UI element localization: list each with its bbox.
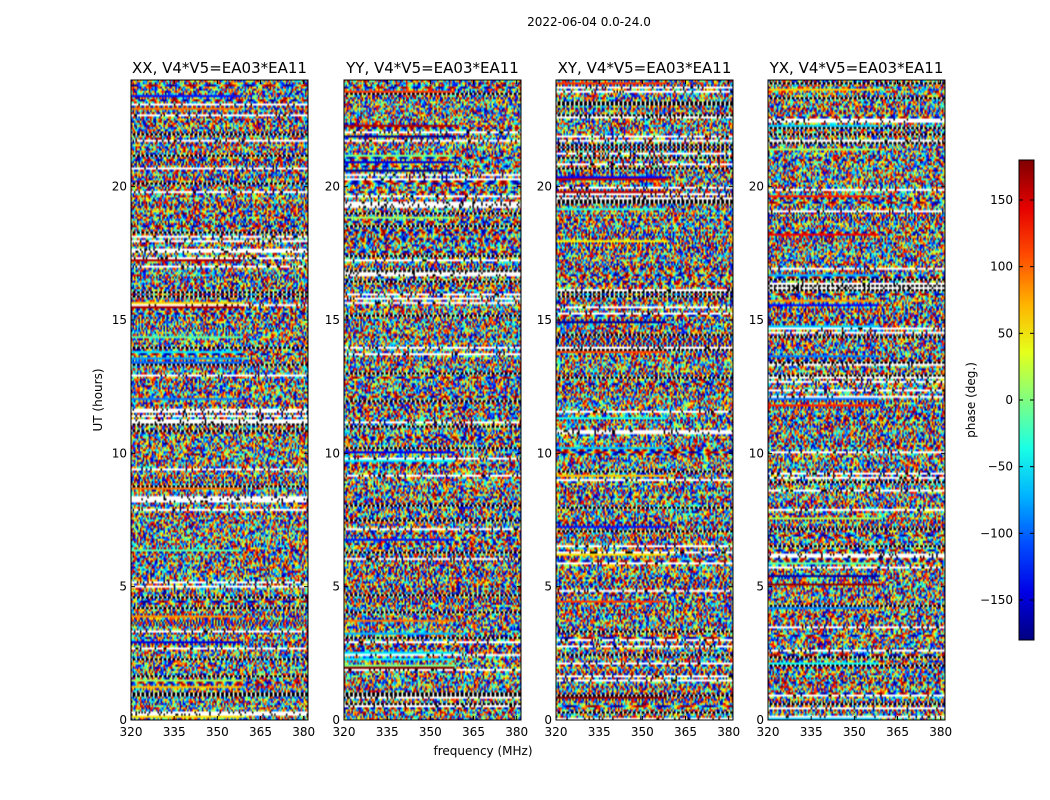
x-tick-label: 380 [292, 725, 315, 739]
panel-frame [130, 79, 309, 721]
y-tick-label: 10 [749, 446, 764, 460]
panel-yy: YY, V4*V5=EA03*EA11 320 335 350 365 380 0 5 10 15… [325, 59, 528, 739]
y-tick-label: 15 [325, 313, 340, 327]
y-tick-label: 5 [119, 580, 127, 594]
panel-title: XX, V4*V5=EA03*EA11 [132, 59, 307, 77]
y-tick-label: 20 [537, 180, 552, 194]
colorbar-tick-label: 50 [998, 326, 1013, 340]
panel-frame [343, 79, 522, 721]
x-tick-label: 380 [505, 725, 528, 739]
colorbar-tick-label: −150 [980, 593, 1013, 607]
colorbar-tick-label: 150 [990, 193, 1013, 207]
x-tick-label: 350 [419, 725, 442, 739]
x-tick-label: 380 [929, 725, 952, 739]
colorbar-tick-label: −100 [980, 526, 1013, 540]
x-tick-label: 335 [376, 725, 399, 739]
phase-image-yx [768, 80, 945, 720]
figure-title: 2022-06-04 0.0-24.0 [527, 15, 651, 29]
panel-frame [767, 79, 946, 721]
y-tick-label: 15 [537, 313, 552, 327]
x-tick-label: 320 [545, 725, 568, 739]
y-axis-label: UT (hours) [91, 368, 105, 431]
y-tick-label: 0 [544, 713, 552, 727]
y-tick-label: 10 [112, 446, 127, 460]
panel-xy: XY, V4*V5=EA03*EA11 320 335 350 365 380 0 5 10 15… [537, 59, 740, 739]
colorbar-tick-label: 0 [1005, 393, 1013, 407]
y-tick-label: 20 [749, 180, 764, 194]
panel-title: YY, V4*V5=EA03*EA11 [345, 59, 519, 77]
y-tick-label: 5 [544, 580, 552, 594]
y-tick-label: 5 [332, 580, 340, 594]
phase-image-xx [131, 80, 308, 720]
y-tick-label: 0 [756, 713, 764, 727]
x-tick-label: 320 [333, 725, 356, 739]
x-tick-label: 335 [800, 725, 823, 739]
y-tick-label: 0 [332, 713, 340, 727]
phase-image-xy [556, 80, 733, 720]
phase-image-yy [344, 80, 521, 720]
x-tick-label: 350 [631, 725, 654, 739]
y-tick-label: 10 [537, 446, 552, 460]
panel-title: XY, V4*V5=EA03*EA11 [558, 59, 732, 77]
x-tick-label: 365 [249, 725, 272, 739]
x-tick-label: 335 [163, 725, 186, 739]
y-tick-label: 0 [119, 713, 127, 727]
panel-xx: XX, V4*V5=EA03*EA11 320 335 350 365 380 0 5 10 15… [112, 59, 315, 739]
x-tick-label: 365 [674, 725, 697, 739]
x-tick-label: 365 [886, 725, 909, 739]
colorbar-tick-label: 100 [990, 260, 1013, 274]
x-tick-label: 335 [588, 725, 611, 739]
x-tick-label: 320 [757, 725, 780, 739]
y-tick-label: 20 [325, 180, 340, 194]
colorbar-tick-label: −50 [988, 460, 1013, 474]
y-tick-label: 15 [749, 313, 764, 327]
panel-frame [555, 79, 734, 721]
panel-yx: YX, V4*V5=EA03*EA11 320 335 350 365 380 0 5 10 15… [749, 59, 952, 739]
y-tick-label: 10 [325, 446, 340, 460]
x-tick-label: 350 [843, 725, 866, 739]
panel-title: YX, V4*V5=EA03*EA11 [769, 59, 944, 77]
x-axis-label: frequency (MHz) [433, 744, 532, 758]
colorbar-label: phase (deg.) [964, 362, 978, 438]
x-tick-label: 365 [462, 725, 485, 739]
colorbar: −150 −100 −50 0 50 100 150 [980, 159, 1035, 641]
x-tick-label: 320 [120, 725, 143, 739]
y-tick-label: 5 [756, 580, 764, 594]
y-tick-label: 20 [112, 180, 127, 194]
y-tick-label: 15 [112, 313, 127, 327]
phase-panels: XX, V4*V5=EA03*EA11 320 335 350 365 380 0 5 10 15… [112, 59, 952, 739]
x-tick-label: 380 [717, 725, 740, 739]
x-tick-label: 350 [206, 725, 229, 739]
